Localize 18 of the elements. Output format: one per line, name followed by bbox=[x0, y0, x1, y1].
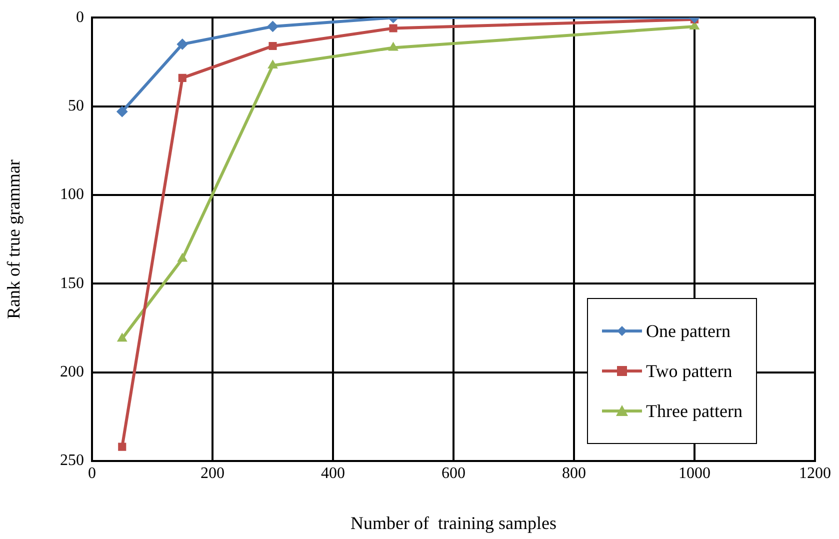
x-tick-label: 400 bbox=[321, 464, 345, 482]
x-tick-label: 1200 bbox=[799, 464, 831, 482]
x-tick-label: 0 bbox=[88, 464, 96, 482]
legend-label: Two pattern bbox=[646, 360, 732, 382]
legend-label: Three pattern bbox=[646, 400, 742, 422]
y-tick-label: 0 bbox=[76, 8, 84, 26]
x-axis-title: Number of training samples bbox=[350, 512, 556, 533]
y-axis-title: Rank of true grammar bbox=[4, 160, 24, 320]
x-tick-label: 800 bbox=[562, 464, 586, 482]
y-tick-label: 250 bbox=[60, 452, 84, 470]
x-tick-label: 1000 bbox=[678, 464, 710, 482]
y-tick-label: 100 bbox=[60, 186, 84, 204]
y-tick-label: 200 bbox=[60, 364, 84, 381]
y-tick-label: 50 bbox=[68, 97, 84, 114]
legend-label: One pattern bbox=[646, 320, 730, 342]
x-tick-label: 600 bbox=[442, 464, 466, 482]
y-tick-label: 150 bbox=[60, 274, 84, 292]
x-tick-label: 200 bbox=[200, 464, 224, 482]
